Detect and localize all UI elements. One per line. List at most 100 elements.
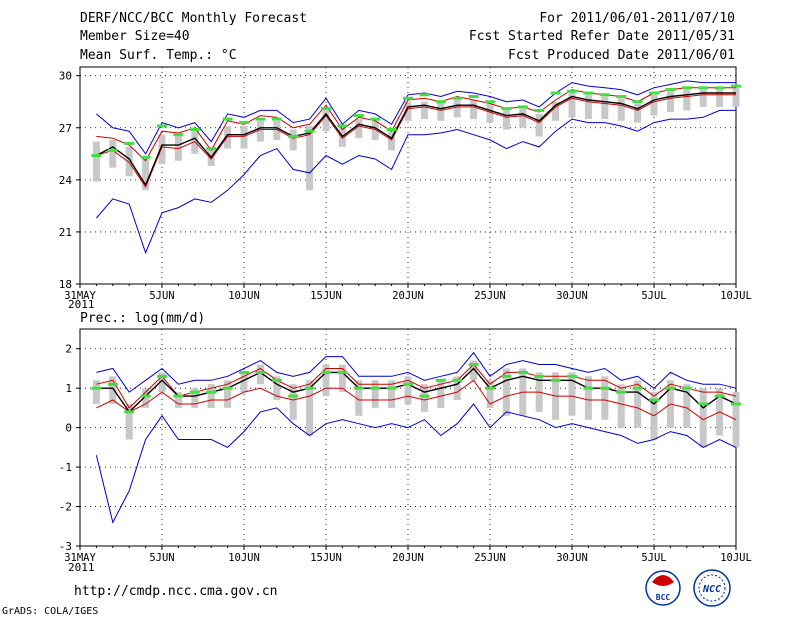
temperature-median-marker	[665, 88, 676, 92]
temperature-spread-box	[174, 134, 182, 161]
forecast-period-label: For 2011/06/01-2011/07/10	[539, 11, 735, 26]
temperature-x-tick-label: 5JUN	[149, 290, 174, 302]
temperature-median-marker	[337, 124, 348, 128]
temperature-spread-box	[240, 126, 248, 149]
precipitation-median-marker	[107, 382, 118, 386]
temperature-spread-box	[535, 113, 543, 137]
temperature-spread-box	[699, 89, 707, 107]
precipitation-spread-box	[371, 380, 379, 408]
temperature-median-marker	[714, 86, 725, 90]
temperature-spread-box	[486, 103, 494, 123]
precipitation-max-line	[96, 351, 737, 393]
precipitation-spread-box	[470, 360, 478, 381]
precipitation-median-marker	[550, 378, 561, 382]
temperature-x-tick-label: 15JUN	[310, 290, 342, 302]
precipitation-spread-box	[142, 388, 150, 408]
forecast-started-label: Fcst Started Refer Date 2011/05/31	[469, 29, 735, 44]
temperature-median-marker	[452, 96, 463, 100]
bcc-logo: BCC	[645, 570, 681, 606]
temperature-median-marker	[435, 100, 446, 104]
temperature-spread-box	[420, 101, 428, 120]
temperature-spread-box	[191, 131, 199, 154]
precipitation-median-marker	[337, 370, 348, 374]
temperature-median-marker	[632, 100, 643, 104]
precipitation-year-label: 2011	[68, 561, 95, 574]
temperature-panel: 18 21 24 27 30 31MAY 5JUN 10JUN 15JUN 20JUN 25JUN…	[59, 66, 752, 311]
precipitation-spread-box	[732, 392, 740, 448]
precipitation-median-marker	[353, 386, 364, 390]
temperature-median-marker	[501, 107, 512, 111]
temperature-median-marker	[599, 93, 610, 97]
precipitation-lower-line	[96, 379, 737, 421]
precipitation-median-marker	[665, 386, 676, 390]
temperature-series-lines	[96, 80, 736, 255]
precipitation-series-lines	[95, 351, 737, 524]
temperature-spread-box	[338, 127, 346, 147]
temperature-y-tick-label: 30	[59, 70, 72, 83]
temperature-max-line	[96, 80, 736, 155]
precipitation-spread-box	[306, 380, 314, 436]
precipitation-median-marker	[468, 363, 479, 367]
precipitation-x-axis: 31MAY 5JUN 10JUN 15JUN 20JUN 25JUN 30JUN 5JUL 10…	[64, 546, 752, 564]
precipitation-spread-box	[388, 380, 396, 408]
ncc-logo-text: NCC	[702, 584, 721, 595]
precipitation-y-tick-label: -3	[59, 540, 72, 553]
precipitation-x-tick-label: 31MAY	[64, 552, 96, 564]
temperature-spread-box	[109, 139, 117, 168]
temperature-year-label: 2011	[68, 298, 95, 311]
temperature-median-marker	[681, 86, 692, 90]
precipitation-spread-box	[437, 380, 445, 408]
temperature-spread-box	[601, 96, 609, 120]
precipitation-spread-box	[699, 388, 707, 448]
precipitation-x-tick-label: 25JUN	[474, 552, 506, 564]
temperature-spread-box	[666, 91, 674, 113]
temperature-spread-box	[470, 99, 478, 120]
precipitation-median-marker	[403, 382, 413, 386]
temperature-spread-box	[716, 89, 724, 107]
temperature-spread-box	[158, 134, 166, 165]
source-url-link[interactable]: http://cmdp.ncc.cma.gov.cn	[74, 584, 278, 599]
temperature-median-markers	[91, 84, 741, 159]
temperature-median-marker	[731, 84, 741, 88]
temperature-spread-boxes	[92, 87, 740, 191]
temperature-spread-box	[519, 108, 527, 128]
grads-credit: GrADS: COLA/IGES	[2, 606, 98, 617]
precipitation-y-axis: -3 -2 -1 0 1 2	[59, 343, 80, 553]
temperature-spread-box	[650, 94, 658, 116]
temperature-median-marker	[370, 117, 381, 121]
temperature-median-marker	[616, 95, 627, 99]
temperature-median-marker	[140, 155, 151, 159]
ncc-logo-ring	[693, 569, 731, 607]
precipitation-min-line	[95, 403, 737, 524]
temperature-median-marker	[403, 96, 413, 100]
precipitation-median-marker	[91, 386, 102, 390]
precipitation-median-marker	[271, 378, 282, 382]
precipitation-y-tick-label: -2	[59, 501, 72, 514]
precipitation-median-marker	[140, 394, 151, 398]
bcc-logo-swirl-icon	[652, 575, 674, 586]
temperature-median-marker	[419, 93, 430, 97]
precipitation-spread-box	[174, 392, 182, 408]
temperature-spread-box	[453, 99, 461, 118]
temperature-spread-box	[224, 126, 232, 149]
precipitation-x-tick-label: 10JUN	[228, 552, 260, 564]
temperature-median-marker	[534, 108, 545, 112]
precipitation-median-marker	[124, 410, 135, 414]
precipitation-median-marker	[386, 386, 397, 390]
temperature-spread-box	[289, 129, 297, 151]
figure-title: DERF/NCC/BCC Monthly Forecast	[80, 11, 307, 26]
precipitation-spread-box	[568, 372, 576, 416]
precipitation-median-marker	[517, 370, 528, 374]
temperature-min-line	[96, 109, 736, 255]
forecast-produced-label: Fcst Produced Date 2011/06/01	[508, 48, 735, 63]
precipitation-x-tick-label: 15JUN	[310, 552, 342, 564]
precipitation-spread-box	[404, 376, 412, 404]
precipitation-median-marker	[583, 386, 594, 390]
temperature-median-marker	[304, 129, 315, 133]
precipitation-x-tick-label: 5JUL	[641, 552, 666, 564]
precipitation-mean-line	[96, 367, 737, 413]
temperature-x-tick-label: 31MAY	[64, 290, 96, 302]
precipitation-median-marker	[304, 386, 315, 390]
precipitation-x-tick-label: 10JUL	[720, 552, 752, 564]
